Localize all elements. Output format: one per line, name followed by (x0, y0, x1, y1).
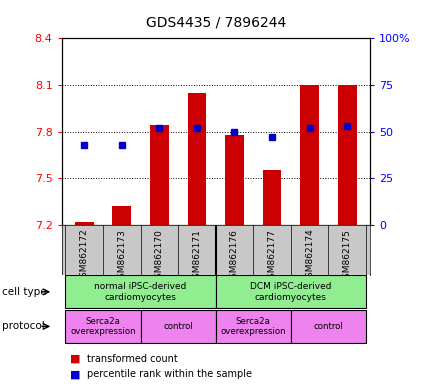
Bar (187, 93, 206, 225)
Bar (215, 275, 366, 308)
Text: ■: ■ (70, 369, 81, 379)
Text: DCM iPSC-derived
cardiomyocytes: DCM iPSC-derived cardiomyocytes (250, 282, 332, 301)
Text: GSM862177: GSM862177 (268, 228, 277, 283)
Text: GSM862173: GSM862173 (117, 228, 126, 283)
Bar (150, 125, 169, 225)
Bar (300, 85, 319, 225)
Text: cell type: cell type (2, 287, 47, 297)
Bar (75, 222, 94, 225)
Bar (263, 170, 281, 225)
Text: protocol: protocol (2, 321, 45, 331)
Text: control: control (314, 322, 343, 331)
Text: GSM862172: GSM862172 (79, 228, 89, 283)
Text: GSM862175: GSM862175 (343, 228, 352, 283)
Text: percentile rank within the sample: percentile rank within the sample (87, 369, 252, 379)
Text: control: control (163, 322, 193, 331)
Text: GSM862174: GSM862174 (305, 228, 314, 283)
Bar (65, 310, 141, 343)
Text: Serca2a
overexpression: Serca2a overexpression (221, 317, 286, 336)
Bar (215, 310, 291, 343)
Text: GSM862171: GSM862171 (193, 228, 201, 283)
Text: normal iPSC-derived
cardiomyocytes: normal iPSC-derived cardiomyocytes (94, 282, 187, 301)
Bar (291, 310, 366, 343)
Text: Serca2a
overexpression: Serca2a overexpression (70, 317, 136, 336)
Bar (338, 85, 357, 225)
Bar (225, 135, 244, 225)
Bar (112, 206, 131, 225)
Text: transformed count: transformed count (87, 354, 178, 364)
Text: GSM862176: GSM862176 (230, 228, 239, 283)
Text: ■: ■ (70, 354, 81, 364)
Bar (141, 310, 215, 343)
Bar (65, 275, 215, 308)
Text: GSM862170: GSM862170 (155, 228, 164, 283)
Text: GDS4435 / 7896244: GDS4435 / 7896244 (145, 15, 286, 29)
